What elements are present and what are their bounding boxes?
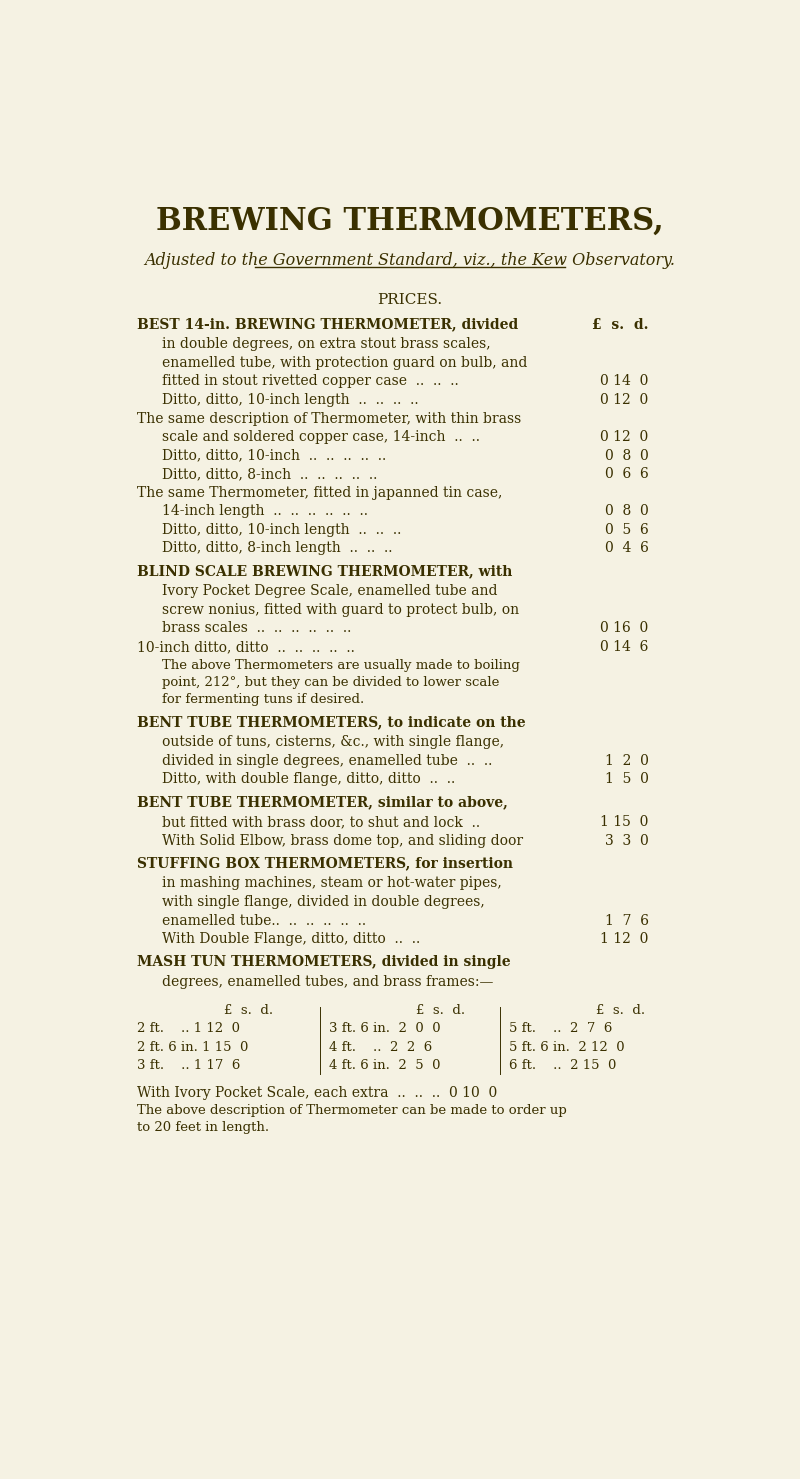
Text: With Ivory Pocket Scale, each extra  ..  ..  ..  0 10  0: With Ivory Pocket Scale, each extra .. .… xyxy=(138,1086,498,1100)
Text: point, 212°, but they can be divided to lower scale: point, 212°, but they can be divided to … xyxy=(162,676,499,689)
Text: STUFFING BOX THERMOMETERS, for insertion: STUFFING BOX THERMOMETERS, for insertion xyxy=(138,856,514,871)
Text: 0 12  0: 0 12 0 xyxy=(601,393,649,407)
Text: With Solid Elbow, brass dome top, and sliding door: With Solid Elbow, brass dome top, and sl… xyxy=(162,834,523,847)
Text: Ditto, ditto, 10-inch length  ..  ..  ..: Ditto, ditto, 10-inch length .. .. .. xyxy=(162,524,402,537)
Text: BENT TUBE THERMOMETERS, to indicate on the: BENT TUBE THERMOMETERS, to indicate on t… xyxy=(138,716,526,729)
Text: 2 ft. 6 in. 1 15  0: 2 ft. 6 in. 1 15 0 xyxy=(138,1041,249,1055)
Text: 0  6  6: 0 6 6 xyxy=(605,467,649,481)
Text: 1 12  0: 1 12 0 xyxy=(600,932,649,947)
Text: 2 ft.    .. 1 12  0: 2 ft. .. 1 12 0 xyxy=(138,1022,240,1035)
Text: 1  7  6: 1 7 6 xyxy=(605,914,649,927)
Text: divided in single degrees, enamelled tube  ..  ..: divided in single degrees, enamelled tub… xyxy=(162,754,492,768)
Text: With Double Flange, ditto, ditto  ..  ..: With Double Flange, ditto, ditto .. .. xyxy=(162,932,420,947)
Text: in mashing machines, steam or hot-water pipes,: in mashing machines, steam or hot-water … xyxy=(162,877,502,890)
Text: with single flange, divided in double degrees,: with single flange, divided in double de… xyxy=(162,895,485,910)
Text: Ivory Pocket Degree Scale, enamelled tube and: Ivory Pocket Degree Scale, enamelled tub… xyxy=(162,584,498,599)
Text: outside of tuns, cisterns, &c., with single flange,: outside of tuns, cisterns, &c., with sin… xyxy=(162,735,504,748)
Text: brass scales  ..  ..  ..  ..  ..  ..: brass scales .. .. .. .. .. .. xyxy=(162,621,351,636)
Text: 3 ft. 6 in.  2  0  0: 3 ft. 6 in. 2 0 0 xyxy=(330,1022,441,1035)
Text: The same Thermometer, fitted in japanned tin case,: The same Thermometer, fitted in japanned… xyxy=(138,485,502,500)
Text: BREWING THERMOMETERS,: BREWING THERMOMETERS, xyxy=(156,206,664,237)
Text: enamelled tube..  ..  ..  ..  ..  ..: enamelled tube.. .. .. .. .. .. xyxy=(162,914,366,927)
Text: but fitted with brass door, to shut and lock  ..: but fitted with brass door, to shut and … xyxy=(162,815,480,830)
Text: BLIND SCALE BREWING THERMOMETER, with: BLIND SCALE BREWING THERMOMETER, with xyxy=(138,565,513,578)
Text: 0  8  0: 0 8 0 xyxy=(605,448,649,463)
Text: 1  5  0: 1 5 0 xyxy=(605,772,649,787)
Text: BENT TUBE THERMOMETER, similar to above,: BENT TUBE THERMOMETER, similar to above, xyxy=(138,796,508,809)
Text: 6 ft.    ..  2 15  0: 6 ft. .. 2 15 0 xyxy=(510,1059,617,1072)
Text: The above Thermometers are usually made to boiling: The above Thermometers are usually made … xyxy=(162,658,520,671)
Text: 0 12  0: 0 12 0 xyxy=(601,430,649,444)
Text: 5 ft.    ..  2  7  6: 5 ft. .. 2 7 6 xyxy=(510,1022,613,1035)
Text: The same description of Thermometer, with thin brass: The same description of Thermometer, wit… xyxy=(138,411,522,426)
Text: for fermenting tuns if desired.: for fermenting tuns if desired. xyxy=(162,694,364,707)
Text: fitted in stout rivetted copper case  ..  ..  ..: fitted in stout rivetted copper case .. … xyxy=(162,374,458,389)
Text: degrees, enamelled tubes, and brass frames:—: degrees, enamelled tubes, and brass fram… xyxy=(162,975,494,989)
Text: 0 16  0: 0 16 0 xyxy=(601,621,649,636)
Text: £  s.  d.: £ s. d. xyxy=(596,1004,645,1016)
Text: Ditto, ditto, 10-inch  ..  ..  ..  ..  ..: Ditto, ditto, 10-inch .. .. .. .. .. xyxy=(162,448,386,463)
Text: 0  8  0: 0 8 0 xyxy=(605,504,649,518)
Text: 4 ft.    ..  2  2  6: 4 ft. .. 2 2 6 xyxy=(330,1041,433,1055)
Text: PRICES.: PRICES. xyxy=(378,293,442,306)
Text: screw nonius, fitted with guard to protect bulb, on: screw nonius, fitted with guard to prote… xyxy=(162,603,519,617)
Text: 0 14  6: 0 14 6 xyxy=(600,640,649,654)
Text: 5 ft. 6 in.  2 12  0: 5 ft. 6 in. 2 12 0 xyxy=(510,1041,625,1055)
Text: to 20 feet in length.: to 20 feet in length. xyxy=(138,1121,270,1134)
Text: 0  5  6: 0 5 6 xyxy=(605,524,649,537)
Text: £  s.  d.: £ s. d. xyxy=(592,318,649,331)
Text: 3  3  0: 3 3 0 xyxy=(605,834,649,847)
Text: Adjusted to the Government Standard, viz., the Kew Observatory.: Adjusted to the Government Standard, viz… xyxy=(145,251,675,269)
Text: MASH TUN THERMOMETERS, divided in single: MASH TUN THERMOMETERS, divided in single xyxy=(138,955,511,969)
Text: 1  2  0: 1 2 0 xyxy=(605,754,649,768)
Text: 14-inch length  ..  ..  ..  ..  ..  ..: 14-inch length .. .. .. .. .. .. xyxy=(162,504,368,518)
Text: enamelled tube, with protection guard on bulb, and: enamelled tube, with protection guard on… xyxy=(162,356,527,370)
Text: Ditto, ditto, 8-inch length  ..  ..  ..: Ditto, ditto, 8-inch length .. .. .. xyxy=(162,541,393,556)
Text: Ditto, with double flange, ditto, ditto  ..  ..: Ditto, with double flange, ditto, ditto … xyxy=(162,772,455,787)
Text: Ditto, ditto, 10-inch length  ..  ..  ..  ..: Ditto, ditto, 10-inch length .. .. .. .. xyxy=(162,393,418,407)
Text: Ditto, ditto, 8-inch  ..  ..  ..  ..  ..: Ditto, ditto, 8-inch .. .. .. .. .. xyxy=(162,467,378,481)
Text: 4 ft. 6 in.  2  5  0: 4 ft. 6 in. 2 5 0 xyxy=(330,1059,441,1072)
Text: £  s.  d.: £ s. d. xyxy=(224,1004,273,1016)
Text: BEST 14-in. BREWING THERMOMETER, divided: BEST 14-in. BREWING THERMOMETER, divided xyxy=(138,318,518,331)
Text: scale and soldered copper case, 14-inch  ..  ..: scale and soldered copper case, 14-inch … xyxy=(162,430,480,444)
Text: 1 15  0: 1 15 0 xyxy=(600,815,649,830)
Text: 3 ft.    .. 1 17  6: 3 ft. .. 1 17 6 xyxy=(138,1059,241,1072)
Text: £  s.  d.: £ s. d. xyxy=(416,1004,466,1016)
Text: 0 14  0: 0 14 0 xyxy=(600,374,649,389)
Text: 10-inch ditto, ditto  ..  ..  ..  ..  ..: 10-inch ditto, ditto .. .. .. .. .. xyxy=(138,640,355,654)
Text: 0  4  6: 0 4 6 xyxy=(605,541,649,556)
Text: in double degrees, on extra stout brass scales,: in double degrees, on extra stout brass … xyxy=(162,337,490,351)
Text: The above description of Thermometer can be made to order up: The above description of Thermometer can… xyxy=(138,1105,567,1118)
